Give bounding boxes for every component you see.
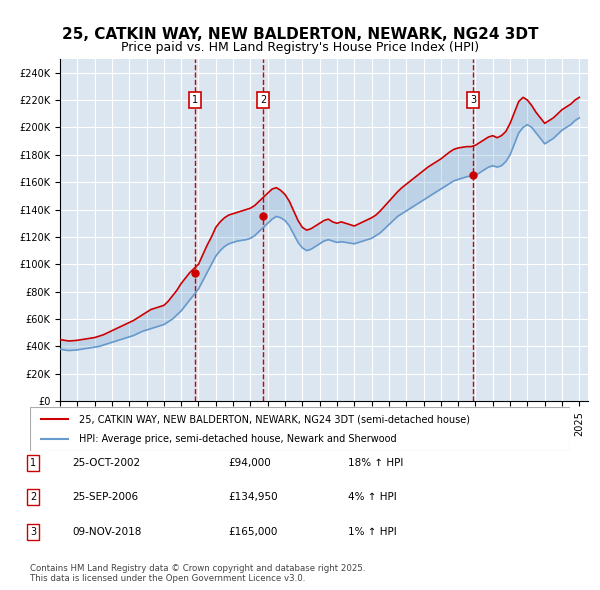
Text: 3: 3 [30, 527, 36, 536]
Text: 09-NOV-2018: 09-NOV-2018 [72, 527, 142, 536]
Text: 25-SEP-2006: 25-SEP-2006 [72, 493, 138, 502]
Text: £165,000: £165,000 [228, 527, 277, 536]
Text: 25, CATKIN WAY, NEW BALDERTON, NEWARK, NG24 3DT (semi-detached house): 25, CATKIN WAY, NEW BALDERTON, NEWARK, N… [79, 415, 470, 424]
Text: £134,950: £134,950 [228, 493, 278, 502]
Text: 1: 1 [30, 458, 36, 468]
Text: 4% ↑ HPI: 4% ↑ HPI [348, 493, 397, 502]
Text: 1: 1 [193, 95, 199, 105]
Text: Contains HM Land Registry data © Crown copyright and database right 2025.
This d: Contains HM Land Registry data © Crown c… [30, 563, 365, 583]
Text: 2: 2 [260, 95, 266, 105]
Text: 3: 3 [470, 95, 476, 105]
FancyBboxPatch shape [30, 407, 570, 451]
Text: HPI: Average price, semi-detached house, Newark and Sherwood: HPI: Average price, semi-detached house,… [79, 434, 396, 444]
Text: Price paid vs. HM Land Registry's House Price Index (HPI): Price paid vs. HM Land Registry's House … [121, 41, 479, 54]
Text: 25, CATKIN WAY, NEW BALDERTON, NEWARK, NG24 3DT: 25, CATKIN WAY, NEW BALDERTON, NEWARK, N… [62, 27, 538, 41]
Text: £94,000: £94,000 [228, 458, 271, 468]
Text: 2: 2 [30, 493, 36, 502]
Text: 25-OCT-2002: 25-OCT-2002 [72, 458, 140, 468]
Text: 18% ↑ HPI: 18% ↑ HPI [348, 458, 403, 468]
Text: 1% ↑ HPI: 1% ↑ HPI [348, 527, 397, 536]
